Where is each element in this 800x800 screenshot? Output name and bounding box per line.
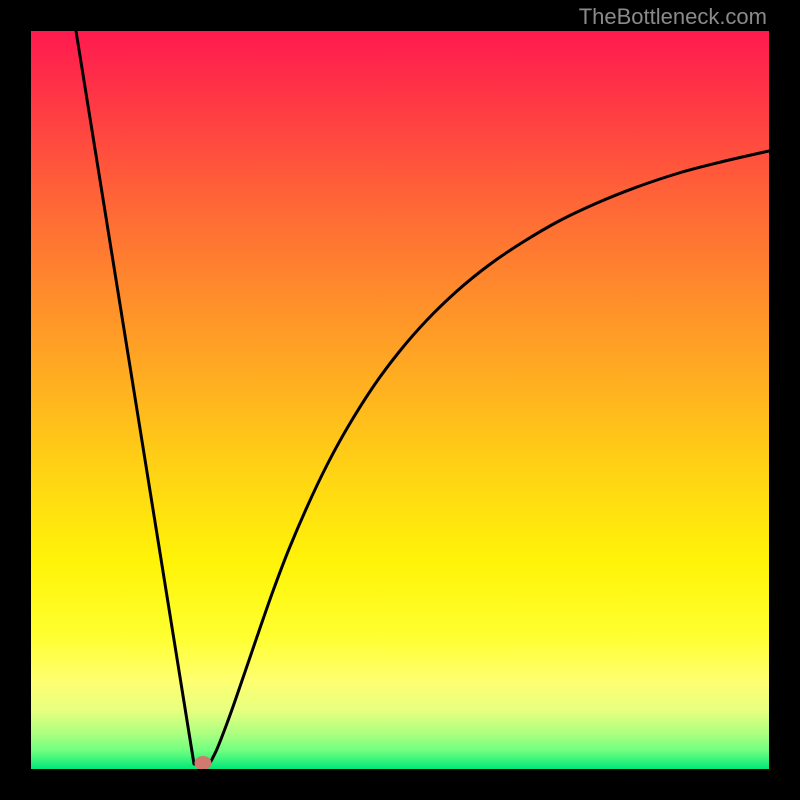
- bottleneck-curve: [31, 31, 769, 769]
- plot-area: [31, 31, 769, 769]
- minimum-marker: [195, 756, 212, 769]
- chart-root: TheBottleneck.com: [0, 0, 800, 800]
- watermark-label: TheBottleneck.com: [579, 4, 767, 30]
